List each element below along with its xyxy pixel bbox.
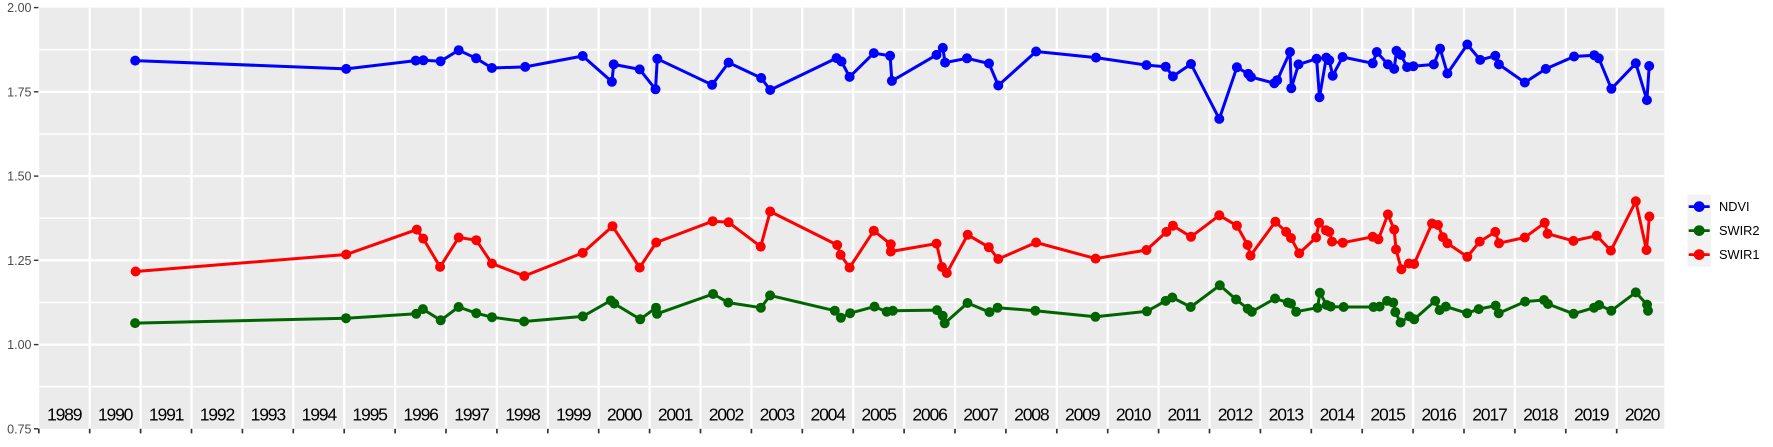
svg-text:1990: 1990 bbox=[98, 404, 134, 424]
svg-text:2003: 2003 bbox=[760, 404, 796, 424]
svg-text:1996: 1996 bbox=[403, 404, 439, 424]
svg-text:0.75: 0.75 bbox=[7, 422, 31, 436]
svg-text:1995: 1995 bbox=[352, 404, 388, 424]
svg-text:1.00: 1.00 bbox=[7, 338, 31, 352]
svg-text:1.75: 1.75 bbox=[7, 85, 31, 99]
svg-text:1994: 1994 bbox=[302, 404, 338, 424]
svg-text:2017: 2017 bbox=[1472, 404, 1507, 424]
svg-text:SWIR1: SWIR1 bbox=[1719, 247, 1760, 262]
svg-text:2001: 2001 bbox=[658, 404, 693, 424]
svg-text:2010: 2010 bbox=[1116, 404, 1152, 424]
svg-text:2000: 2000 bbox=[607, 404, 643, 424]
svg-text:2009: 2009 bbox=[1065, 404, 1100, 424]
svg-text:1992: 1992 bbox=[200, 404, 235, 424]
svg-text:1989: 1989 bbox=[47, 404, 82, 424]
svg-text:1993: 1993 bbox=[251, 404, 287, 424]
svg-text:2018: 2018 bbox=[1523, 404, 1559, 424]
svg-text:2014: 2014 bbox=[1320, 404, 1356, 424]
svg-text:2007: 2007 bbox=[963, 404, 998, 424]
svg-text:SWIR2: SWIR2 bbox=[1719, 223, 1760, 238]
svg-text:2008: 2008 bbox=[1014, 404, 1050, 424]
svg-text:2002: 2002 bbox=[709, 404, 744, 424]
svg-text:2.00: 2.00 bbox=[7, 1, 31, 15]
svg-text:2020: 2020 bbox=[1625, 404, 1661, 424]
svg-text:2012: 2012 bbox=[1218, 404, 1253, 424]
svg-text:1991: 1991 bbox=[149, 404, 184, 424]
svg-text:2016: 2016 bbox=[1421, 404, 1457, 424]
svg-text:1.50: 1.50 bbox=[7, 170, 31, 184]
svg-text:1997: 1997 bbox=[454, 404, 489, 424]
svg-text:2013: 2013 bbox=[1269, 404, 1305, 424]
svg-text:2004: 2004 bbox=[811, 404, 847, 424]
svg-text:1998: 1998 bbox=[505, 404, 541, 424]
svg-text:2019: 2019 bbox=[1574, 404, 1609, 424]
svg-text:1.25: 1.25 bbox=[7, 254, 31, 268]
svg-text:2006: 2006 bbox=[912, 404, 948, 424]
svg-text:1999: 1999 bbox=[556, 404, 591, 424]
svg-text:NDVI: NDVI bbox=[1719, 199, 1750, 214]
svg-text:2011: 2011 bbox=[1167, 404, 1200, 424]
svg-text:2015: 2015 bbox=[1370, 404, 1406, 424]
svg-text:2005: 2005 bbox=[861, 404, 897, 424]
